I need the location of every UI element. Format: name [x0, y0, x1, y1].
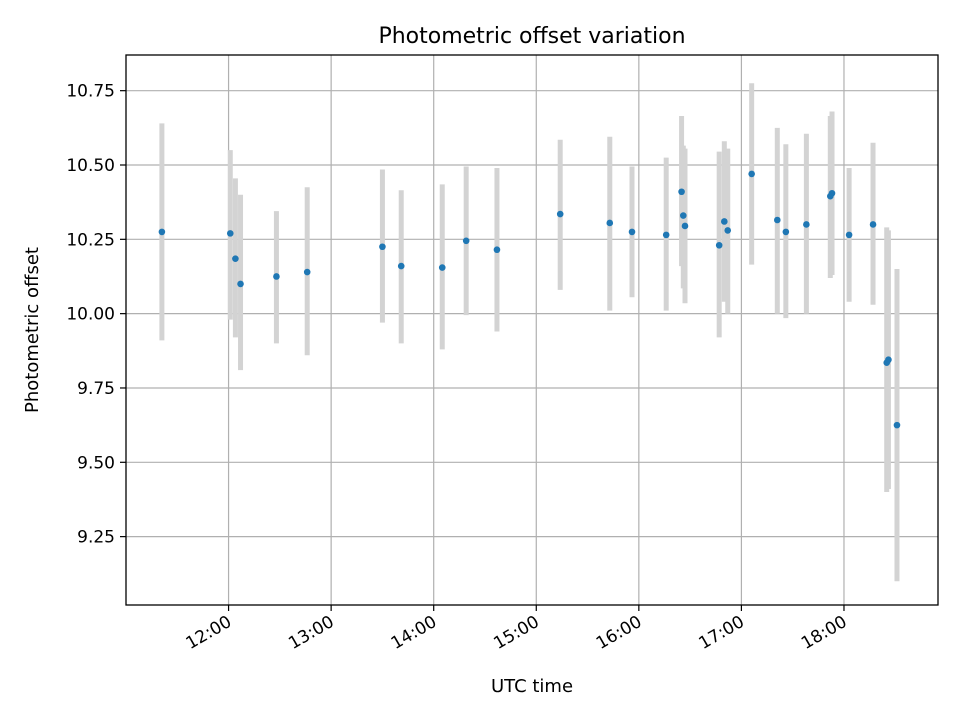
- data-point: [885, 356, 892, 364]
- data-point: [226, 230, 234, 237]
- data-point: [606, 219, 614, 227]
- y-tick-label: 10.75: [66, 82, 115, 102]
- data-point: [828, 189, 836, 197]
- x-tick-label: 12:00: [183, 612, 235, 654]
- errorbar-layer: [159, 83, 900, 582]
- data-point: [845, 231, 853, 239]
- data-point: [678, 188, 685, 196]
- data-point: [774, 216, 781, 224]
- y-tick-label: 9.75: [77, 379, 115, 399]
- y-tick-label: 10.00: [66, 305, 115, 325]
- x-tick-label: 14:00: [388, 612, 440, 654]
- y-axis-label: Photometric offset: [22, 247, 43, 413]
- point-layer: [158, 170, 901, 429]
- data-point: [303, 268, 311, 276]
- data-point: [803, 221, 810, 228]
- x-tick-label: 13:00: [285, 612, 337, 654]
- data-point: [869, 221, 877, 228]
- data-point: [273, 273, 280, 280]
- tick-layer: 12:00 13:00 14:00 15:00 16:00 17:00 18:00 9.25 9…: [66, 82, 850, 654]
- data-point: [662, 231, 670, 239]
- data-point: [679, 212, 687, 219]
- data-point: [438, 264, 446, 271]
- x-tick-label: 15:00: [490, 612, 542, 654]
- y-tick-label: 10.25: [66, 230, 115, 250]
- x-axis-label: UTC time: [491, 676, 573, 697]
- data-point: [715, 241, 723, 249]
- plot-frame: [125, 54, 939, 606]
- data-point: [724, 227, 732, 234]
- data-point: [237, 280, 244, 288]
- data-point: [158, 228, 166, 236]
- y-tick-label: 10.50: [66, 156, 115, 176]
- y-tick-label: 9.50: [77, 453, 115, 473]
- x-tick-label: 16:00: [593, 612, 645, 654]
- data-point: [462, 237, 470, 245]
- chart-title: Photometric offset variation: [378, 24, 685, 49]
- data-point: [379, 243, 386, 251]
- data-point: [782, 228, 790, 236]
- data-point: [681, 222, 689, 230]
- x-tick-label: 17:00: [695, 612, 747, 654]
- data-point: [232, 255, 239, 262]
- data-point: [397, 262, 405, 270]
- data-point: [556, 210, 564, 218]
- x-tick-label: 18:00: [798, 612, 850, 654]
- grid-layer: [126, 55, 938, 605]
- data-point: [628, 228, 636, 236]
- data-point: [493, 246, 501, 254]
- data-point: [893, 421, 901, 429]
- data-point: [721, 218, 728, 225]
- data-point: [748, 170, 755, 178]
- y-tick-label: 9.25: [77, 528, 115, 548]
